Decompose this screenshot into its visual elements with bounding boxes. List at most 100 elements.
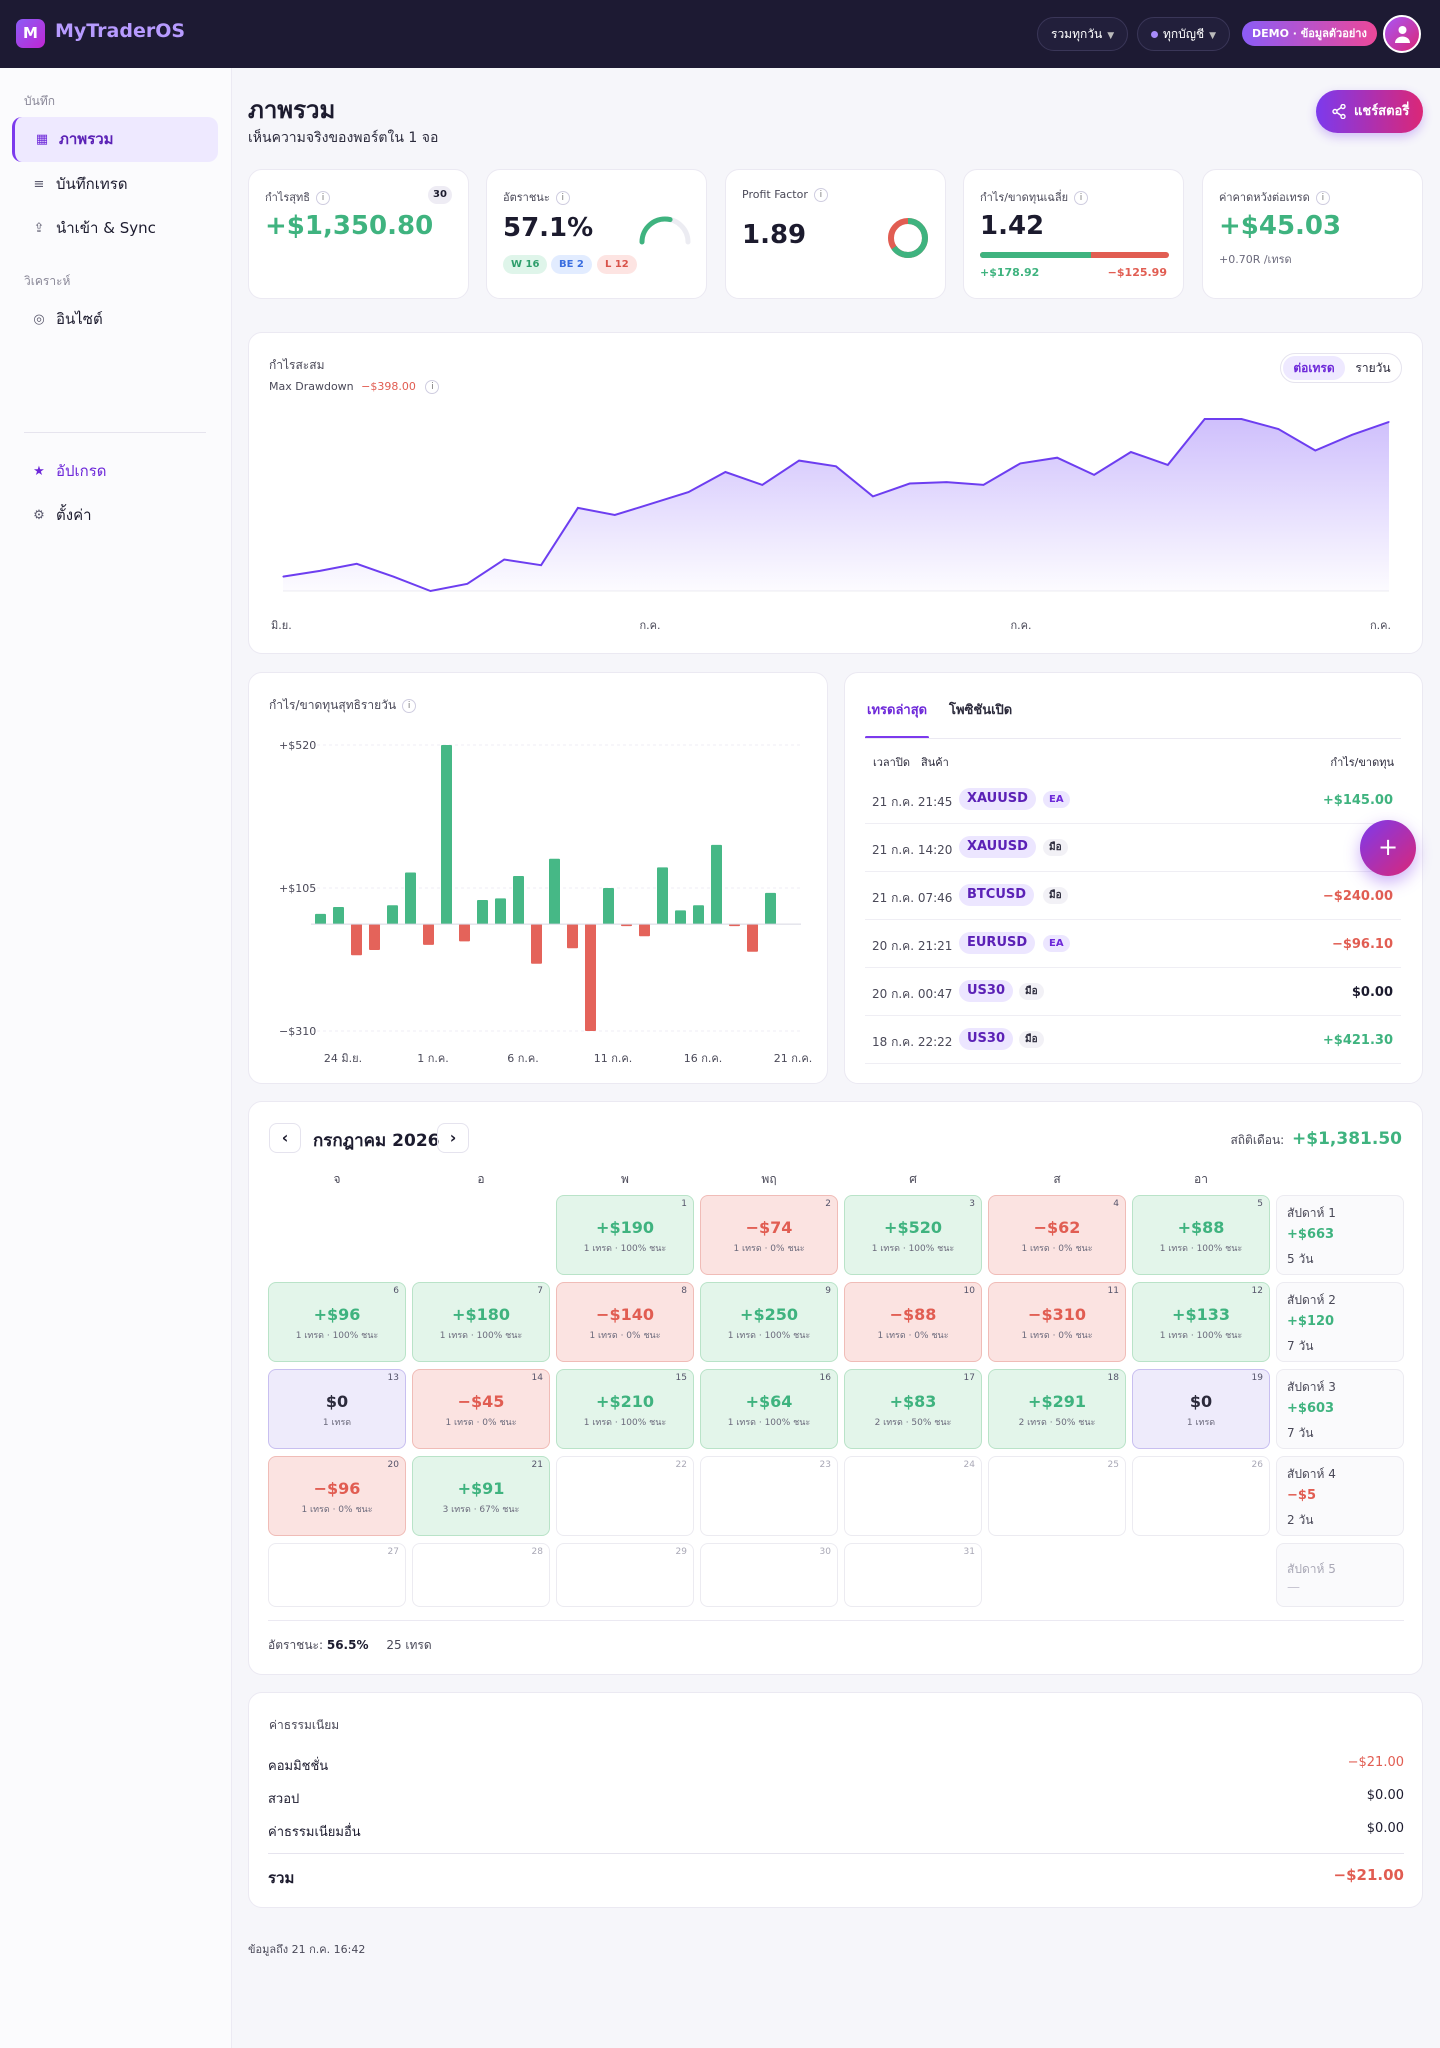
calendar-day[interactable]: 21 +$91 3 เทรด · 67% ชนะ <box>412 1456 550 1536</box>
week-summary: สัปดาห์ 5 — <box>1276 1543 1404 1607</box>
calendar-day[interactable]: 29 <box>556 1543 694 1607</box>
calendar-day[interactable]: 5 +$88 1 เทรด · 100% ชนะ <box>1132 1195 1270 1275</box>
win-rate-gauge <box>639 216 691 245</box>
info-icon[interactable]: i <box>425 380 440 394</box>
brand-name[interactable]: MyTraderOS <box>55 20 186 42</box>
range-filter[interactable]: รวมทุกวัน ▼ <box>1037 17 1129 51</box>
calendar-day[interactable]: 17 +$83 2 เทรด · 50% ชนะ <box>844 1369 982 1449</box>
info-icon[interactable]: i <box>1315 191 1330 205</box>
sidebar-item-settings[interactable]: ⚙ ตั้งค่า <box>12 493 218 538</box>
day-pl: +$291 <box>1028 1392 1086 1411</box>
info-icon[interactable]: i <box>315 191 330 205</box>
calendar-day[interactable]: 18 +$291 2 เทรด · 50% ชนะ <box>988 1369 1126 1449</box>
calendar-day[interactable]: 25 <box>988 1456 1126 1536</box>
breakeven-count-tag: BE 2 <box>551 255 592 274</box>
share-label: แชร์สตอรี่ <box>1354 104 1410 119</box>
share-story-button[interactable]: แชร์สตอรี่ <box>1316 90 1423 133</box>
calendar-day[interactable]: 26 <box>1132 1456 1270 1536</box>
sidebar-item-overview[interactable]: ▦ ภาพรวม <box>12 117 218 162</box>
calendar-day[interactable]: 6 +$96 1 เทรด · 100% ชนะ <box>268 1282 406 1362</box>
calendar-day[interactable]: 22 <box>556 1456 694 1536</box>
calendar-day[interactable]: 2 −$74 1 เทรด · 0% ชนะ <box>700 1195 838 1275</box>
trade-source-badge: มือ <box>1043 887 1068 904</box>
kpi-expectancy: ค่าคาดหวังต่อเทรด i +$45.03 +0.70R /เทรด <box>1202 169 1423 299</box>
calendar-day[interactable]: 4 −$62 1 เทรด · 0% ชนะ <box>988 1195 1126 1275</box>
calendar-day[interactable]: 8 −$140 1 เทรด · 0% ชนะ <box>556 1282 694 1362</box>
calendar-day[interactable]: 19 $0 1 เทรด <box>1132 1369 1270 1449</box>
week-label: สัปดาห์ 5 <box>1287 1562 1336 1576</box>
target-icon: ◎ <box>33 312 45 327</box>
week-days: 7 วัน <box>1287 1339 1314 1353</box>
toggle-per-trade[interactable]: ต่อเทรด <box>1283 356 1345 380</box>
weekday-header: อ <box>477 1172 485 1186</box>
daily-bar <box>333 906 344 925</box>
next-month-button[interactable]: › <box>437 1123 469 1153</box>
add-trade-button[interactable]: + <box>1360 820 1416 876</box>
day-detail: 1 เทรด · 0% ชนะ <box>445 1418 517 1428</box>
day-pl: −$310 <box>1028 1305 1086 1324</box>
calendar-day[interactable]: 28 <box>412 1543 550 1607</box>
calendar-day[interactable]: 30 <box>700 1543 838 1607</box>
info-icon[interactable]: i <box>813 188 828 202</box>
calendar-day[interactable]: 12 +$133 1 เทรด · 100% ชนะ <box>1132 1282 1270 1362</box>
calendar-day[interactable]: 7 +$180 1 เทรด · 100% ชนะ <box>412 1282 550 1362</box>
equity-point <box>982 484 985 486</box>
trade-row[interactable]: 21 ก.ค. 07:46 BTCUSD มือ −$240.00 <box>865 872 1401 920</box>
toggle-daily[interactable]: รายวัน <box>1355 361 1391 375</box>
tab-open-positions[interactable]: โพซิชันเปิด <box>949 703 1013 718</box>
equity-point <box>282 576 284 578</box>
trade-row[interactable]: 18 ก.ค. 22:22 US30 มือ +$421.30 <box>865 1016 1401 1064</box>
sidebar-divider <box>24 432 206 433</box>
info-icon[interactable]: i <box>402 698 417 713</box>
trade-row[interactable]: 21 ก.ค. 21:45 XAUUSD EA +$145.00 <box>865 776 1401 824</box>
calendar-day[interactable]: 15 +$210 1 เทรด · 100% ชนะ <box>556 1369 694 1449</box>
fee-value: $0.00 <box>1366 1821 1404 1836</box>
calendar-day[interactable]: 11 −$310 1 เทรด · 0% ชนะ <box>988 1282 1126 1362</box>
day-number: 6 <box>393 1286 399 1296</box>
equity-chart: มิ.ย. ก.ค. ก.ค. ก.ค. <box>271 418 1391 632</box>
sidebar-item-upgrade[interactable]: ★ อัปเกรด <box>12 449 218 494</box>
logo-icon[interactable]: M <box>16 19 45 48</box>
calendar-day[interactable]: 13 $0 1 เทรด <box>268 1369 406 1449</box>
daily-y-tick: −$310 <box>279 1025 316 1038</box>
calendar-day[interactable]: 9 +$250 1 เทรด · 100% ชนะ <box>700 1282 838 1362</box>
day-number: 29 <box>675 1547 687 1557</box>
calendar-day[interactable]: 31 <box>844 1543 982 1607</box>
week-pl: +$603 <box>1287 1401 1335 1416</box>
daily-x-tick: 11 ก.ค. <box>594 1052 633 1065</box>
calendar-day[interactable]: 1 +$190 1 เทรด · 100% ชนะ <box>556 1195 694 1275</box>
tab-recent-trades[interactable]: เทรดล่าสุด <box>867 703 928 718</box>
account-filter[interactable]: ทุกบัญชี ▼ <box>1137 17 1231 51</box>
week-summary: สัปดาห์ 4 −$5 2 วัน <box>1276 1456 1404 1536</box>
equity-point <box>577 507 579 509</box>
trade-row[interactable]: 20 ก.ค. 21:21 EURUSD EA −$96.10 <box>865 920 1401 968</box>
day-pl: +$210 <box>596 1392 654 1411</box>
day-pl: +$133 <box>1172 1305 1230 1324</box>
avg-win-value: +$178.92 <box>980 266 1040 279</box>
day-number: 17 <box>963 1373 975 1383</box>
avatar[interactable] <box>1383 15 1421 53</box>
calendar-day[interactable]: 24 <box>844 1456 982 1536</box>
day-number: 27 <box>387 1547 399 1557</box>
day-number: 5 <box>1257 1199 1263 1209</box>
day-number: 19 <box>1251 1373 1263 1383</box>
info-icon[interactable]: i <box>555 191 570 205</box>
week-summary: สัปดาห์ 3 +$603 7 วัน <box>1276 1369 1404 1449</box>
prev-month-button[interactable]: ‹ <box>269 1123 301 1153</box>
calendar-day[interactable]: 16 +$64 1 เทรด · 100% ชนะ <box>700 1369 838 1449</box>
calendar-day[interactable]: 20 −$96 1 เทรด · 0% ชนะ <box>268 1456 406 1536</box>
sidebar-item-label: บันทึกเทรด <box>56 175 128 193</box>
calendar-day[interactable]: 14 −$45 1 เทรด · 0% ชนะ <box>412 1369 550 1449</box>
sidebar-item-import-sync[interactable]: ⇪ นำเข้า & Sync <box>12 206 218 251</box>
trade-row[interactable]: 20 ก.ค. 00:47 US30 มือ $0.00 <box>865 968 1401 1016</box>
info-icon[interactable]: i <box>1074 191 1089 205</box>
calendar-day[interactable]: 10 −$88 1 เทรด · 0% ชนะ <box>844 1282 982 1362</box>
calendar-day[interactable]: 23 <box>700 1456 838 1536</box>
calendar-day[interactable]: 27 <box>268 1543 406 1607</box>
sidebar-item-trade-journal[interactable]: ≡ บันทึกเทรด <box>12 162 218 207</box>
day-detail: 2 เทรด · 50% ชนะ <box>874 1418 952 1428</box>
day-detail: 1 เทรด · 100% ชนะ <box>1159 1244 1243 1254</box>
calendar-day[interactable]: 3 +$520 1 เทรด · 100% ชนะ <box>844 1195 982 1275</box>
sidebar-item-insights[interactable]: ◎ อินไซต์ <box>12 297 218 342</box>
